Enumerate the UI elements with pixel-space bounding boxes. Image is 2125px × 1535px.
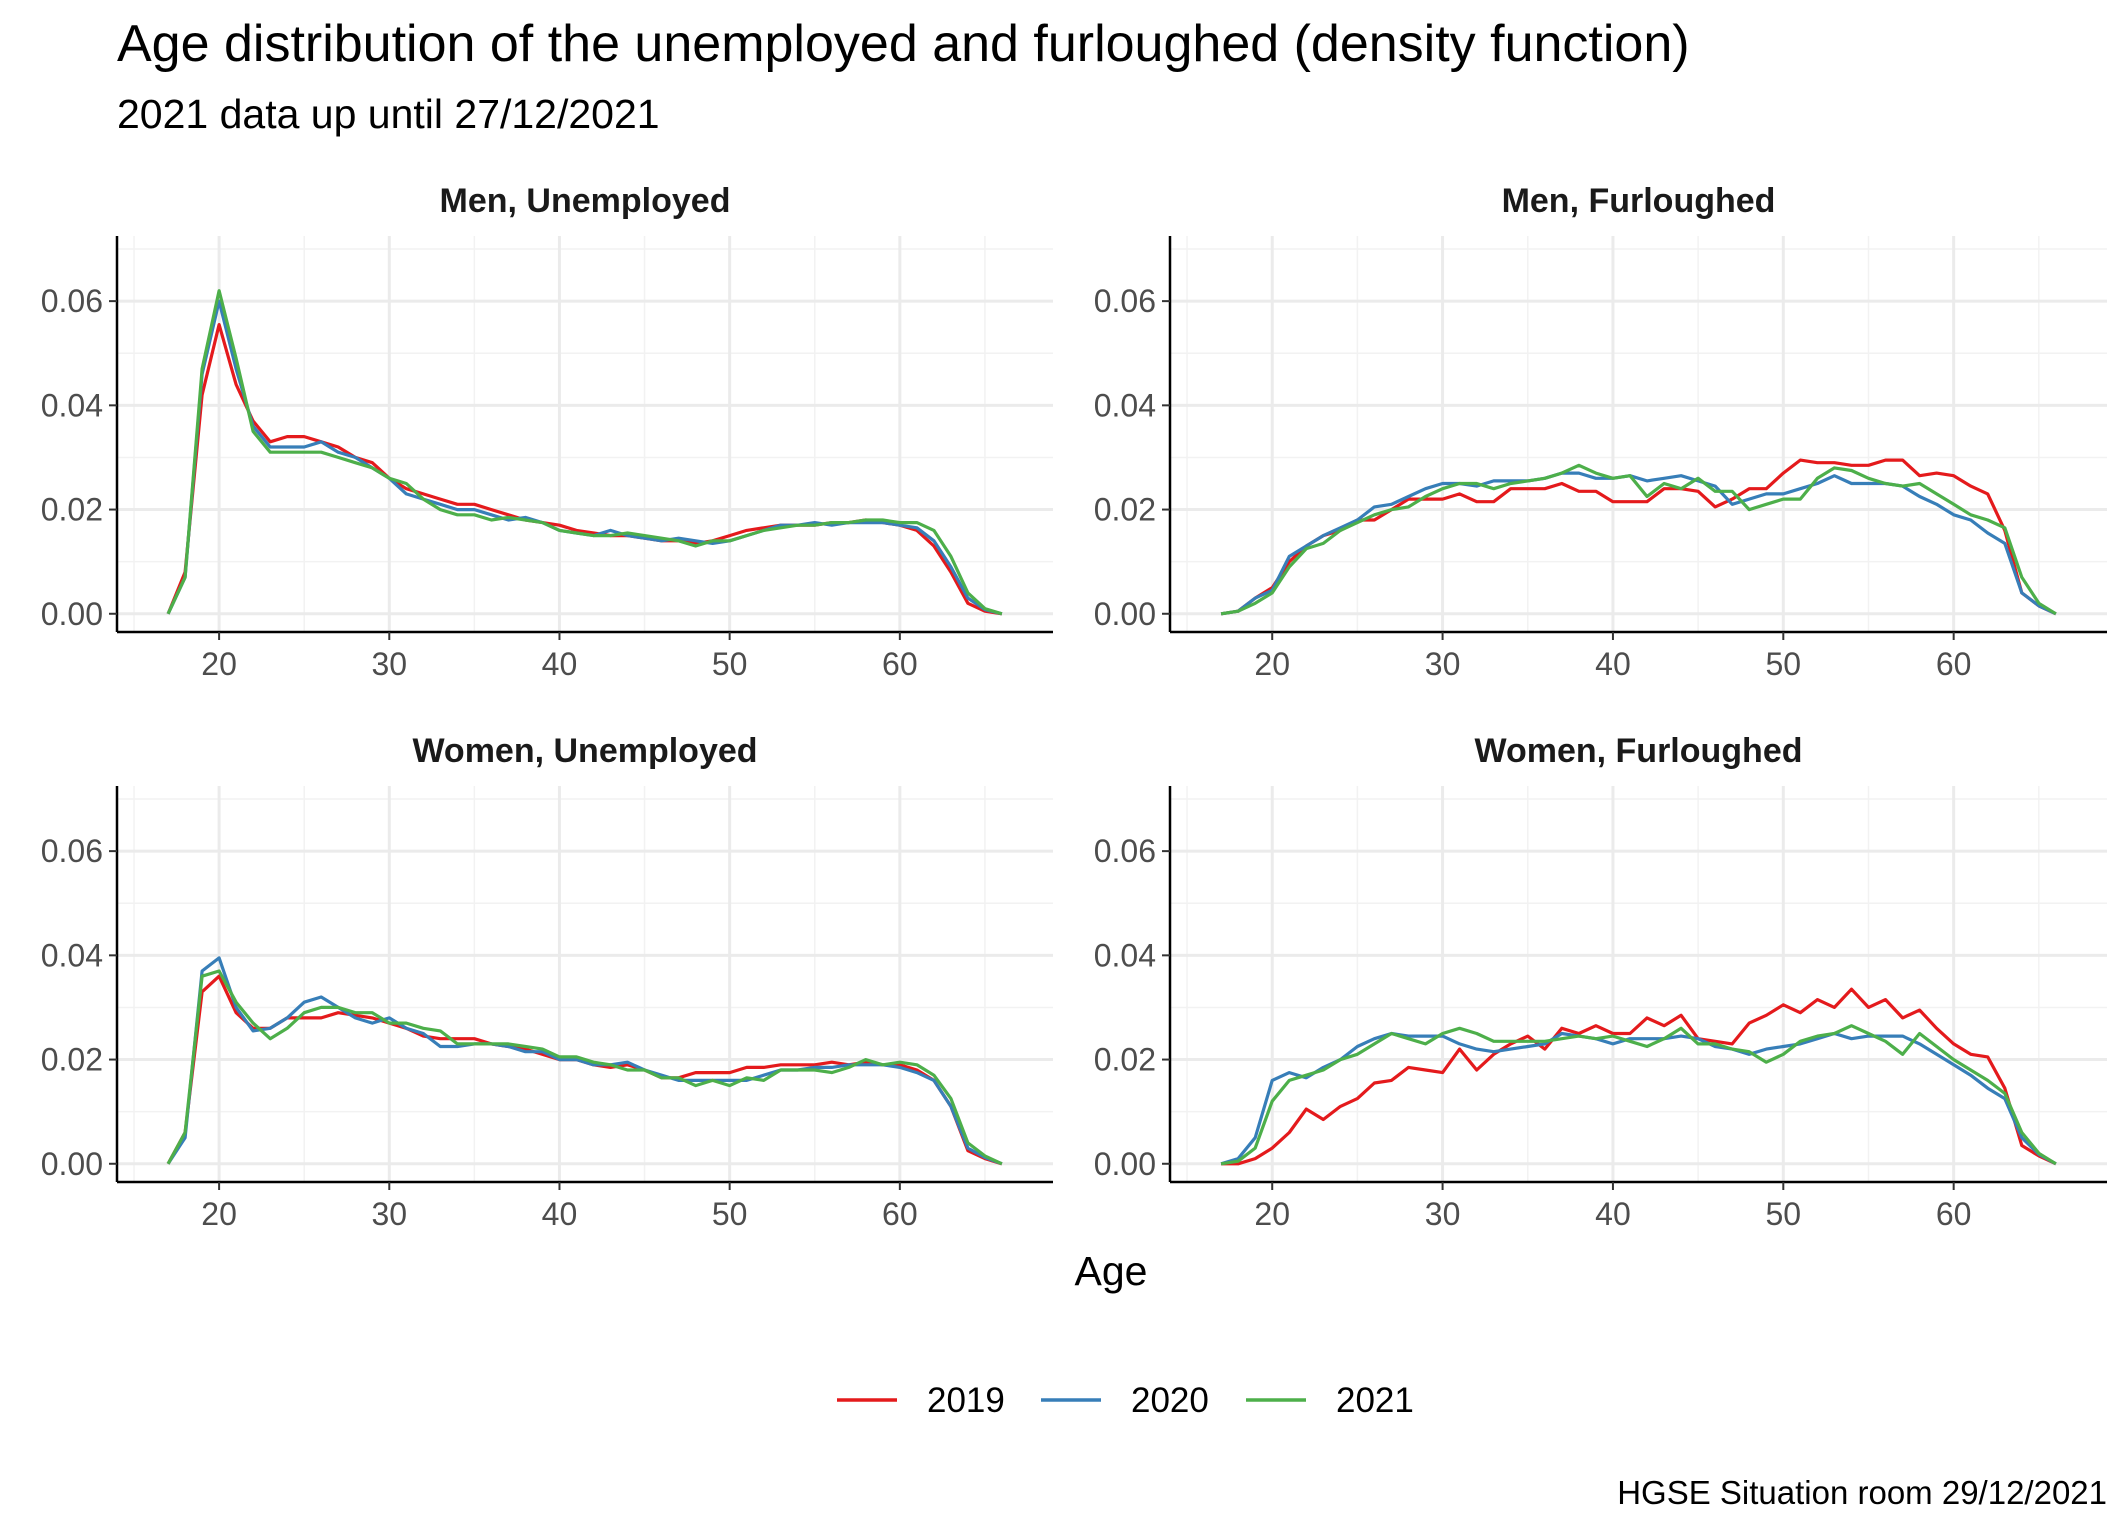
x-tick-label: 20 [201,646,237,682]
series-line-2019 [166,323,1003,616]
y-tick-label: 0.00 [41,596,103,632]
legend-item: 2019 [837,1381,1005,1420]
x-tick-label: 60 [882,1196,918,1232]
x-tick-label: 60 [1936,646,1972,682]
x-tick-label: 40 [1595,646,1631,682]
y-tick-label: 0.02 [1094,492,1156,528]
legend-label: 2020 [1131,1381,1209,1420]
y-tick-label: 0.02 [41,492,103,528]
y-tick-label: 0.04 [1094,937,1156,973]
series-line-2020 [1220,471,2057,616]
y-tick-label: 0.00 [1094,1146,1156,1182]
legend-item: 2020 [1041,1381,1209,1420]
x-tick-label: 50 [1766,1196,1802,1232]
legend-label: 2021 [1336,1381,1414,1420]
x-tick-label: 50 [712,1196,748,1232]
x-tick-label: 60 [882,646,918,682]
y-tick-label: 0.06 [41,833,103,869]
series-line-2021 [1220,463,2057,616]
x-axis-title: Age [1075,1248,1148,1294]
x-tick-label: 40 [542,646,578,682]
legend-item: 2021 [1246,1381,1414,1420]
gridlines [117,786,1053,1182]
series-line-2021 [166,289,1003,616]
panel-title: Women, Unemployed [412,732,757,770]
panel: Men, Unemployed 0.00 0.02 0.04 0.06 20 30 40 50 6… [41,182,1053,682]
y-tick-label: 0.02 [1094,1042,1156,1078]
chart-title: Age distribution of the unemployed and f… [117,15,1690,73]
legend: 2019 2020 2021 [837,1381,1414,1420]
x-tick-label: 50 [1766,646,1802,682]
x-tick-label: 40 [1595,1196,1631,1232]
x-tick-label: 40 [542,1196,578,1232]
series-line-2021 [166,969,1003,1166]
y-tick-label: 0.06 [1094,833,1156,869]
x-tick-label: 50 [712,646,748,682]
panel-title: Men, Unemployed [440,182,731,220]
series-line-2020 [166,956,1003,1166]
chart-subtitle: 2021 data up until 27/12/2021 [117,91,660,137]
legend-label: 2019 [927,1381,1005,1420]
x-tick-label: 30 [371,646,407,682]
y-tick-label: 0.04 [41,937,103,973]
panel: Women, Unemployed 0.00 0.02 0.04 0.06 20 30 40 5… [41,732,1053,1232]
y-tick-label: 0.04 [41,387,103,423]
y-tick-label: 0.00 [1094,596,1156,632]
chart-panels: Men, Unemployed 0.00 0.02 0.04 0.06 20 30 40 50 6… [41,182,2107,1232]
x-tick-label: 30 [1425,646,1461,682]
series-line-2019 [1220,458,2057,616]
x-tick-label: 20 [1254,646,1290,682]
x-tick-label: 20 [1254,1196,1290,1232]
series-line-2020 [1220,1031,2057,1166]
panel-title: Men, Furloughed [1502,182,1776,220]
y-tick-label: 0.06 [41,283,103,319]
x-tick-label: 30 [1425,1196,1461,1232]
y-tick-label: 0.06 [1094,283,1156,319]
panel: Women, Furloughed 0.00 0.02 0.04 0.06 20 30 40 5… [1094,732,2107,1232]
gridlines [1170,236,2107,632]
series-line-2019 [166,974,1003,1166]
caption: HGSE Situation room 29/12/2021 [1617,1474,2107,1511]
x-tick-label: 30 [371,1196,407,1232]
y-tick-label: 0.02 [41,1042,103,1078]
series-line-2019 [1221,987,2057,1166]
panel: Men, Furloughed 0.00 0.02 0.04 0.06 20 30 40 50 6… [1094,182,2107,682]
y-tick-label: 0.00 [41,1146,103,1182]
series-line-2021 [1220,1024,2057,1166]
gridlines [1170,786,2107,1182]
x-tick-label: 20 [201,1196,237,1232]
x-tick-label: 60 [1936,1196,1972,1232]
y-tick-label: 0.04 [1094,387,1156,423]
gridlines [117,236,1053,632]
panel-title: Women, Furloughed [1474,732,1802,770]
